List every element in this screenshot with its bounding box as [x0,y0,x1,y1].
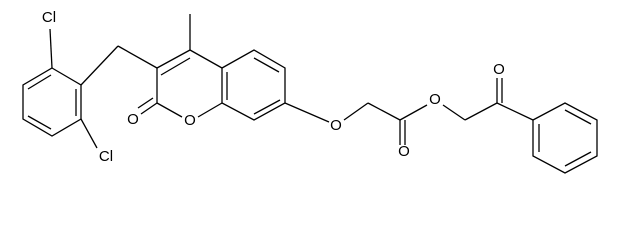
atom-label: O [330,117,342,134]
atom-label: O [127,111,139,128]
atom-label: O [184,112,196,129]
structure-diagram: Cl Cl O O O O O O [22,9,598,174]
atom-label: O [493,61,505,78]
atom-label: Cl [42,9,56,26]
atom-label: O [429,91,441,108]
bonds [22,14,598,174]
atom-label: Cl [99,148,113,165]
atom-label: O [398,143,410,160]
